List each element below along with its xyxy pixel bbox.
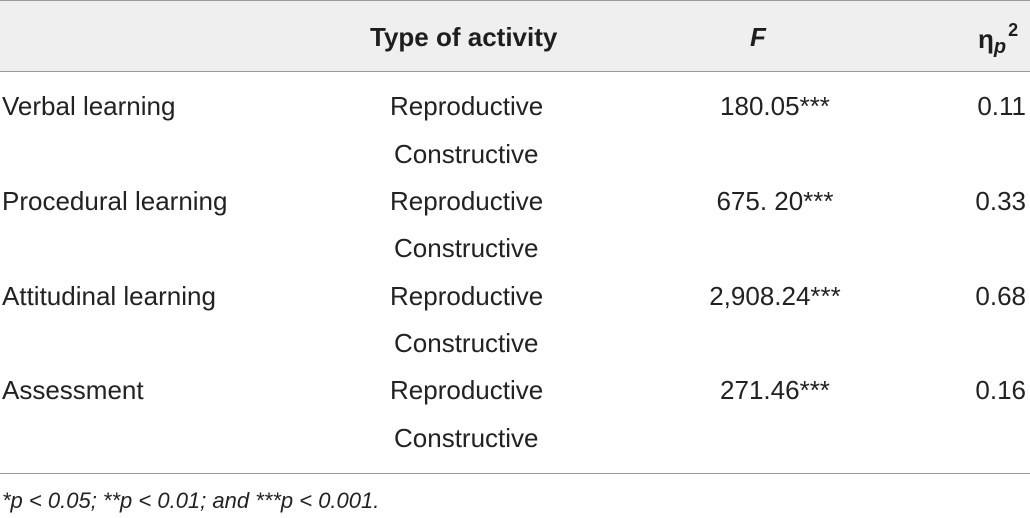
row-label-attitudinal-learning: Attitudinal learning (2, 281, 216, 311)
row-label-verbal-learning: Verbal learning (2, 91, 176, 121)
row-type-constructive: Constructive (394, 328, 539, 358)
row-eta-value: 0.33 (975, 186, 1026, 216)
table-footnote: *p < 0.05; **p < 0.01; and ***p < 0.001. (2, 488, 380, 513)
row-eta-value: 0.16 (975, 375, 1026, 405)
table-header: Type of activity F ηp2 (0, 0, 1030, 72)
row-label-procedural-learning: Procedural learning (2, 186, 228, 216)
row-f-value: 180.05*** (720, 91, 830, 121)
row-label-assessment: Assessment (2, 375, 144, 405)
row-type-reproductive: Reproductive (390, 375, 544, 405)
row-f-value: 271.46*** (720, 375, 830, 405)
header-eta-squared: ηp2 (978, 20, 1018, 58)
row-type-constructive: Constructive (394, 139, 539, 169)
row-eta-value: 0.11 (977, 91, 1026, 121)
row-type-reproductive: Reproductive (390, 186, 544, 216)
row-eta-value: 0.68 (975, 281, 1026, 311)
header-eta-superscript: 2 (1008, 20, 1019, 40)
row-type-constructive: Constructive (394, 423, 539, 453)
row-type-reproductive: Reproductive (390, 91, 544, 121)
table-bottom-rule (0, 473, 1030, 474)
header-eta-symbol: η (978, 24, 994, 54)
header-eta-subscript: p (993, 36, 1007, 58)
row-type-reproductive: Reproductive (390, 281, 544, 311)
header-f: F (750, 22, 766, 52)
header-type-of-activity: Type of activity (370, 22, 558, 52)
row-f-value: 675. 20*** (716, 186, 834, 216)
row-f-value: 2,908.24*** (709, 281, 841, 311)
row-type-constructive: Constructive (394, 233, 539, 263)
